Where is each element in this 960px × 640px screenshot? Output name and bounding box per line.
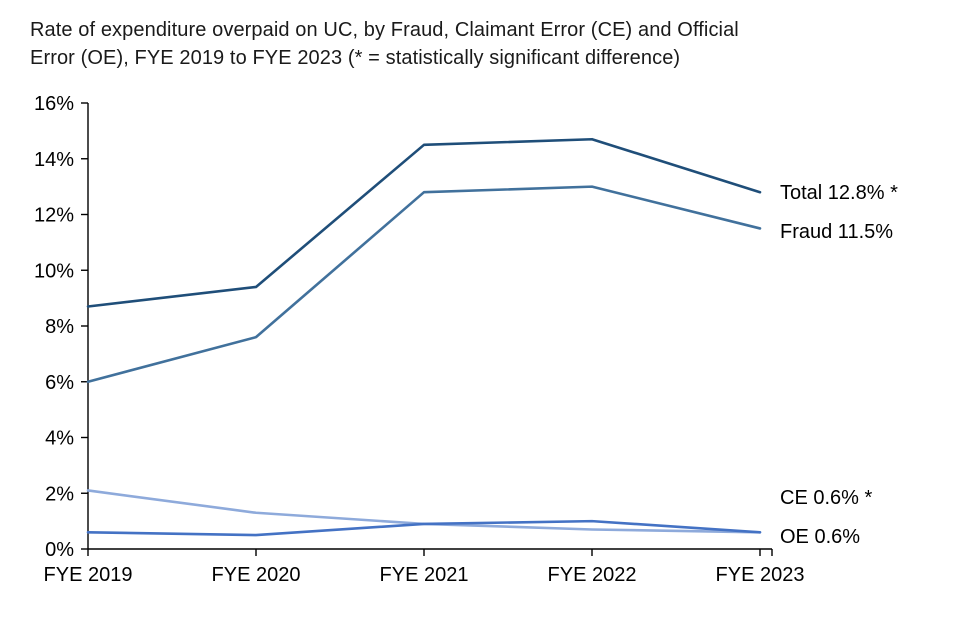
series-end-label-total: Total 12.8% *	[780, 182, 898, 204]
chart-title: Rate of expenditure overpaid on UC, by F…	[30, 16, 739, 72]
chart-title-line2: Error (OE), FYE 2019 to FYE 2023 (* = st…	[30, 47, 681, 69]
y-tick-label: 8%	[45, 316, 74, 338]
series-end-label-oe: OE 0.6%	[780, 526, 860, 548]
y-tick-label: 0%	[45, 539, 74, 561]
y-tick-label: 10%	[34, 260, 74, 282]
y-tick-label: 2%	[45, 483, 74, 505]
series-line-fraud	[86, 185, 762, 384]
y-tick-label: 4%	[45, 428, 74, 450]
x-tick-label: FYE 2019	[44, 564, 133, 586]
x-tick-label: FYE 2021	[380, 564, 469, 586]
chart-title-line1: Rate of expenditure overpaid on UC, by F…	[30, 19, 739, 41]
y-tick-label: 14%	[34, 149, 74, 171]
series-end-label-ce: CE 0.6% *	[780, 487, 872, 509]
series-end-label-fraud: Fraud 11.5%	[780, 221, 893, 243]
y-tick-label: 16%	[34, 93, 74, 115]
x-tick-label: FYE 2022	[548, 564, 637, 586]
y-tick-label: 6%	[45, 372, 74, 394]
x-tick-label: FYE 2023	[716, 564, 805, 586]
series-line-oe	[86, 519, 762, 537]
x-tick-label: FYE 2020	[212, 564, 301, 586]
series-line-total	[86, 137, 762, 308]
y-tick-label: 12%	[34, 205, 74, 227]
